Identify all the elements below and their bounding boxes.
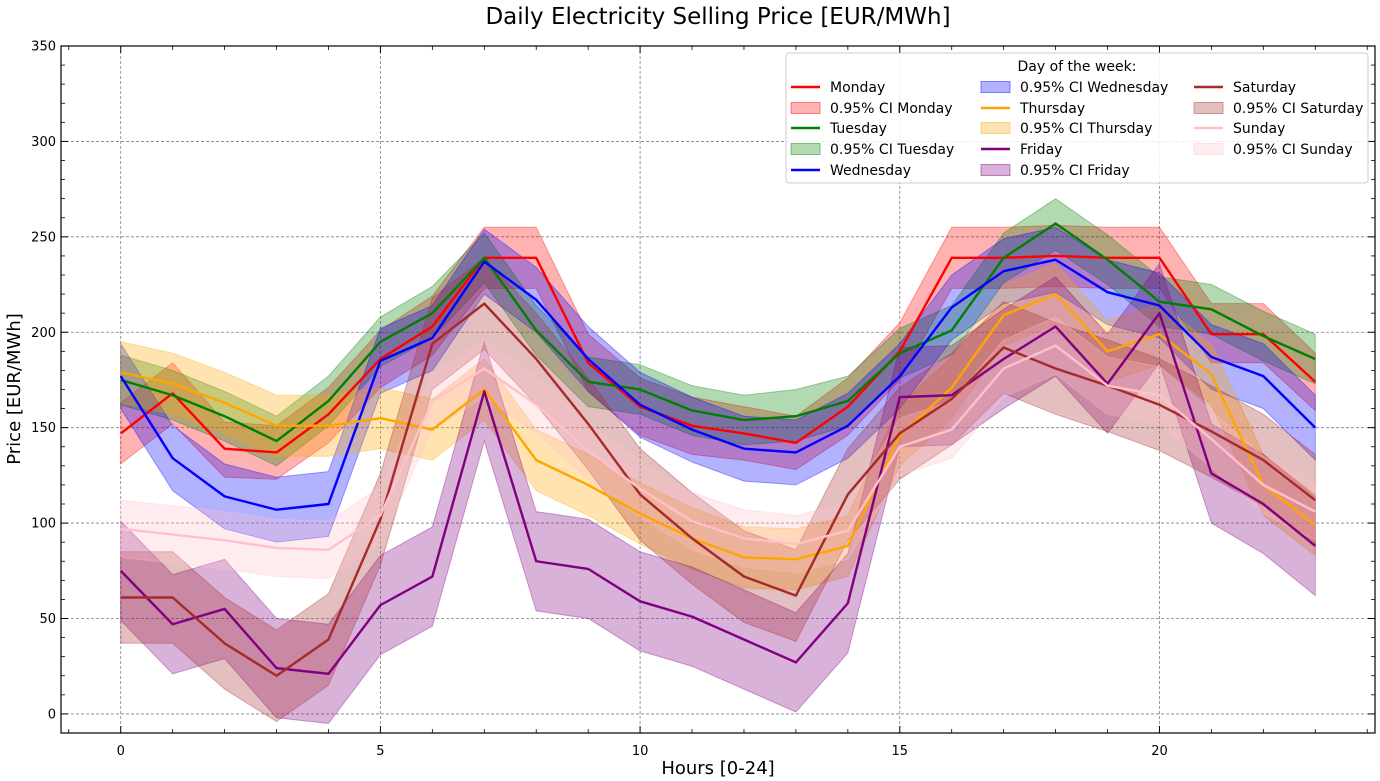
x-axis-title: Hours [0-24]	[661, 758, 774, 779]
x-tick-label: 0	[117, 744, 125, 759]
legend-box	[785, 52, 1369, 184]
y-tick-label: 300	[31, 135, 56, 150]
y-tick-label: 250	[31, 230, 56, 245]
legend-patch-friday	[980, 164, 1011, 176]
legend-label-monday: Monday	[830, 80, 885, 96]
y-tick-label: 0	[48, 707, 56, 722]
y-tick-label: 150	[31, 421, 56, 436]
legend-patch-wednesday	[980, 81, 1011, 93]
y-tick-label: 200	[31, 326, 56, 341]
series-line-sunday	[120, 344, 1316, 551]
x-tick-label: 10	[632, 744, 649, 759]
x-tick-label: 5	[376, 744, 384, 759]
legend-label-thursday: Thursday	[1019, 101, 1085, 117]
legend-patch-tuesday	[790, 143, 821, 155]
chart-title: Daily Electricity Selling Price [EUR/MWh…	[485, 4, 950, 30]
legend-label-friday-ci: 0.95% CI Friday	[1020, 163, 1130, 179]
y-tick-label: 50	[39, 612, 56, 627]
y-tick-label: 350	[31, 40, 56, 55]
ci-band-thursday	[120, 262, 1316, 591]
legend-label-tuesday-ci: 0.95% CI Tuesday	[830, 142, 954, 158]
series-line-tuesday	[120, 222, 1316, 443]
legend-label-monday-ci: 0.95% CI Monday	[830, 101, 953, 117]
legend-label-wednesday: Wednesday	[830, 163, 911, 179]
ci-band-wednesday	[120, 226, 1316, 543]
legend-patch-monday	[790, 102, 821, 114]
series-line-saturday	[120, 302, 1317, 677]
confidence-bands	[120, 198, 1316, 724]
series-line-monday	[119, 254, 1317, 454]
ci-band-tuesday	[120, 198, 1316, 467]
legend-label-saturday-ci: 0.95% CI Saturday	[1233, 101, 1363, 117]
ci-band-sunday	[120, 316, 1316, 579]
legend-items: Monday 0.95% CI Monday Tuesday 0.95% CI Tue…	[790, 80, 1363, 179]
legend-label-friday: Friday	[1020, 142, 1062, 158]
legend-label-sunday: Sunday	[1233, 121, 1285, 137]
ci-band-friday	[120, 262, 1316, 724]
legend-patch-thursday	[980, 122, 1011, 134]
y-axis-title: Price [EUR/MWh]	[4, 313, 25, 465]
x-tick-label: 20	[1151, 744, 1168, 759]
x-tick-label: 15	[892, 744, 909, 759]
legend-label-wednesday-ci: 0.95% CI Wednesday	[1020, 80, 1168, 96]
legend-label-tuesday: Tuesday	[829, 121, 887, 137]
legend: Day of the week: Monday 0.95% CI Monday Tu…	[785, 52, 1369, 184]
y-tick-label: 100	[31, 517, 56, 532]
legend-title: Day of the week:	[1018, 59, 1137, 75]
legend-label-thursday-ci: 0.95% CI Thursday	[1020, 121, 1152, 137]
legend-label-saturday: Saturday	[1233, 80, 1296, 96]
legend-patch-sunday	[1193, 143, 1224, 155]
series-line-wednesday	[119, 258, 1317, 511]
series-line-friday	[119, 311, 1317, 676]
legend-patch-saturday	[1193, 102, 1224, 114]
series-lines	[119, 222, 1317, 677]
legend-label-sunday-ci: 0.95% CI Sunday	[1233, 142, 1353, 158]
series-line-thursday	[120, 292, 1317, 561]
